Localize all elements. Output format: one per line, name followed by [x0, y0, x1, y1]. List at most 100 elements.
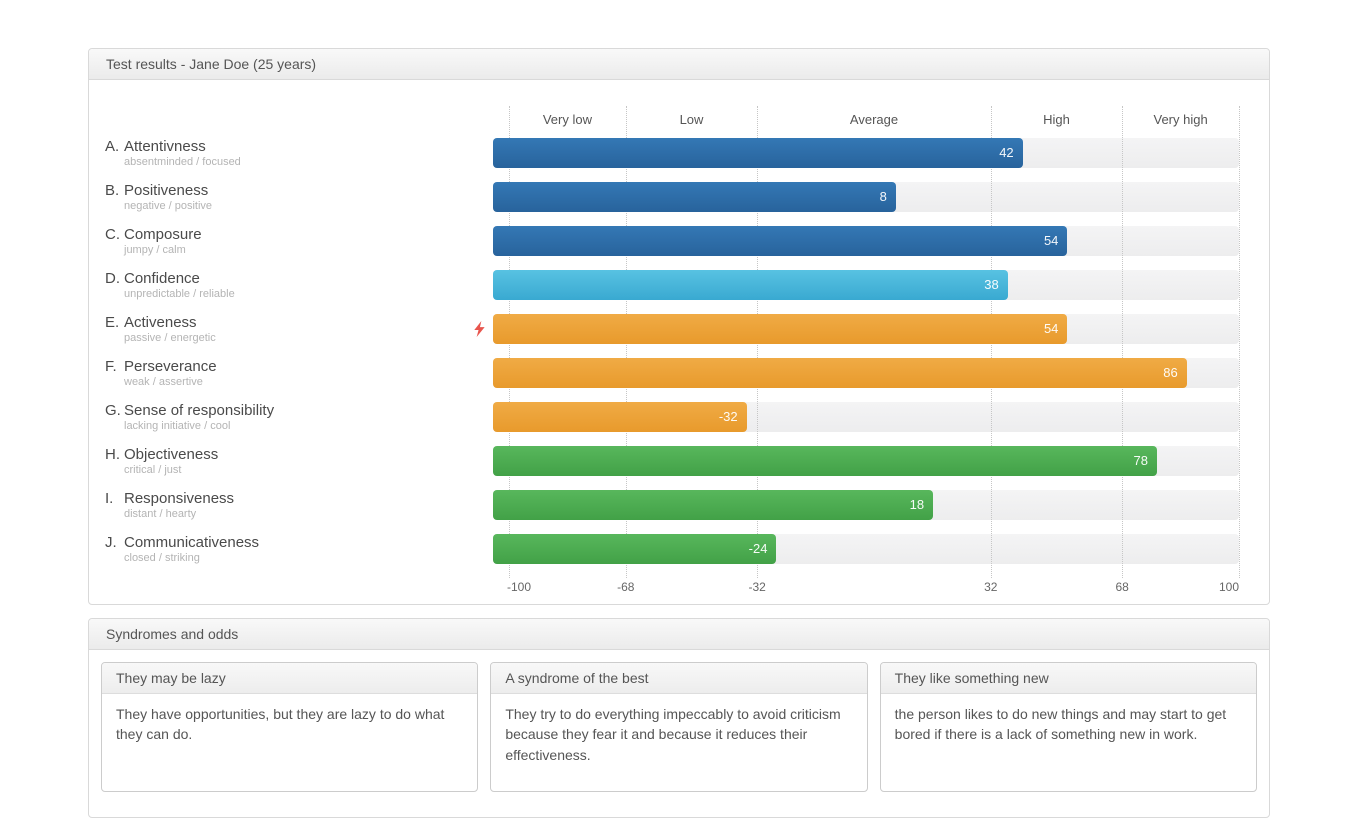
trait-name: Perseverance [124, 358, 217, 375]
trait-poles-subtitle: critical / just [124, 464, 182, 476]
trait-name: Objectiveness [124, 446, 219, 463]
trait-poles-subtitle: absentminded / focused [124, 156, 241, 168]
x-axis-tick-label: -32 [748, 580, 766, 594]
syndrome-cards: They may be lazy They have opportunities… [89, 650, 1269, 804]
trait-name: Responsiveness [124, 490, 235, 507]
trait-row: H. Objectiveness critical / just 78 [89, 446, 1269, 476]
x-axis-tick-label: -100 [507, 580, 532, 594]
trait-letter: G. [105, 402, 121, 419]
trait-row: F. Perseverance weak / assertive 86 [89, 358, 1269, 388]
test-results-panel: Test results - Jane Doe (25 years) Very … [88, 48, 1270, 605]
zone-label: Very low [542, 112, 592, 127]
chart-rows: A. Attentivness absentminded / focused 42… [89, 138, 1269, 564]
trait-letter: H. [105, 446, 120, 463]
trait-poles-subtitle: jumpy / calm [124, 244, 186, 256]
bar-value-label: 8 [879, 189, 887, 204]
trait-bar: -32 [493, 402, 747, 432]
trait-letter: J. [105, 534, 117, 551]
zone-label: Low [679, 112, 704, 127]
trait-bar: 54 [493, 226, 1068, 256]
trait-name: Composure [124, 226, 202, 243]
trait-row: B. Positiveness negative / positive 8 [89, 182, 1269, 212]
syndromes-panel: Syndromes and odds They may be lazy They… [88, 618, 1270, 818]
syndromes-panel-header: Syndromes and odds [89, 619, 1269, 650]
zone-label: High [1043, 112, 1070, 127]
zone-label: Very high [1153, 112, 1208, 127]
trait-name: Attentivness [124, 138, 206, 155]
trait-label: A. Attentivness absentminded / focused [89, 138, 493, 169]
trait-row: J. Communicativeness closed / striking -2… [89, 534, 1269, 564]
trait-letter: I. [105, 490, 114, 507]
trait-label: J. Communicativeness closed / striking [89, 534, 493, 565]
trait-name: Communicativeness [124, 534, 260, 551]
trait-name: Sense of responsibility [124, 402, 275, 419]
trait-letter: B. [105, 182, 120, 199]
trait-bar: 78 [493, 446, 1157, 476]
bar-value-label: 38 [984, 277, 999, 292]
x-axis-tick-label: 100 [1218, 580, 1239, 594]
syndrome-card: They may be lazy They have opportunities… [101, 662, 479, 792]
trait-name: Confidence [124, 270, 200, 287]
bar-value-label: 86 [1163, 365, 1178, 380]
lightning-icon [472, 321, 486, 337]
syndrome-card-title: A syndrome of the best [491, 663, 867, 694]
trait-label: D. Confidence unpredictable / reliable [89, 270, 493, 301]
trait-letter: A. [105, 138, 120, 155]
trait-name: Activeness [124, 314, 197, 331]
trait-poles-subtitle: lacking initiative / cool [124, 420, 231, 432]
trait-letter: E. [105, 314, 120, 331]
trait-poles-subtitle: distant / hearty [124, 508, 197, 520]
test-results-panel-header: Test results - Jane Doe (25 years) [89, 49, 1269, 80]
trait-label: G. Sense of responsibility lacking initia… [89, 402, 493, 433]
trait-poles-subtitle: unpredictable / reliable [124, 288, 235, 300]
trait-label: E. Activeness passive / energetic [89, 314, 493, 345]
trait-bar-chart: Very low Low Average High Very high A. Attent… [89, 80, 1269, 604]
trait-letter: C. [105, 226, 120, 243]
syndrome-card-title: They like something new [880, 663, 1256, 694]
trait-bar: 18 [493, 490, 934, 520]
syndrome-card-title: They may be lazy [102, 663, 478, 694]
bar-value-label: -24 [748, 541, 768, 556]
x-axis-tick-label: 68 [1115, 580, 1129, 594]
trait-name: Positiveness [124, 182, 209, 199]
trait-row: D. Confidence unpredictable / reliable 38 [89, 270, 1269, 300]
trait-bar: 38 [493, 270, 1008, 300]
x-axis-tick-label: -68 [617, 580, 635, 594]
bar-value-label: 42 [999, 145, 1014, 160]
trait-row: C. Composure jumpy / calm 54 [89, 226, 1269, 256]
trait-bar: 86 [493, 358, 1187, 388]
syndrome-card-text: They try to do everything impeccably to … [505, 706, 841, 763]
trait-bar: 8 [493, 182, 896, 212]
trait-label: F. Perseverance weak / assertive [89, 358, 493, 389]
zone-label: Average [849, 112, 899, 127]
trait-poles-subtitle: closed / striking [124, 552, 200, 564]
trait-row: G. Sense of responsibility lacking initia… [89, 402, 1269, 432]
chart-x-axis: -100 -68 -32 32 68 100 [507, 576, 1239, 596]
bar-value-label: 54 [1043, 321, 1059, 336]
bar-value-label: 18 [909, 497, 925, 512]
trait-poles-subtitle: negative / positive [124, 200, 213, 212]
trait-bar: 54 [493, 314, 1068, 344]
bar-value-label: -32 [718, 409, 738, 424]
trait-row: A. Attentivness absentminded / focused 42 [89, 138, 1269, 168]
trait-letter: F. [105, 358, 117, 375]
bar-value-label: 54 [1043, 233, 1059, 248]
trait-letter: D. [105, 270, 120, 287]
trait-label: I. Responsiveness distant / hearty [89, 490, 493, 521]
bar-value-label: 78 [1133, 453, 1148, 468]
x-axis-tick-label: 32 [984, 580, 998, 594]
trait-poles-subtitle: weak / assertive [124, 376, 203, 388]
trait-bar: 42 [493, 138, 1023, 168]
syndrome-card-text: They have opportunities, but they are la… [116, 706, 445, 743]
trait-row: I. Responsiveness distant / hearty 18 [89, 490, 1269, 520]
trait-label: C. Composure jumpy / calm [89, 226, 493, 257]
trait-bar: -24 [493, 534, 777, 564]
trait-poles-subtitle: passive / energetic [124, 332, 216, 344]
trait-row: E. Activeness passive / energetic 54 [89, 314, 1269, 344]
syndrome-card: A syndrome of the best They try to do ev… [490, 662, 868, 792]
syndrome-card-text: the person likes to do new things and ma… [894, 706, 1227, 743]
trait-label: H. Objectiveness critical / just [89, 446, 493, 477]
chart-zone-labels-row: Very low Low Average High Very high [509, 106, 1239, 138]
syndrome-card: They like something new the person likes… [879, 662, 1257, 792]
trait-label: B. Positiveness negative / positive [89, 182, 493, 213]
